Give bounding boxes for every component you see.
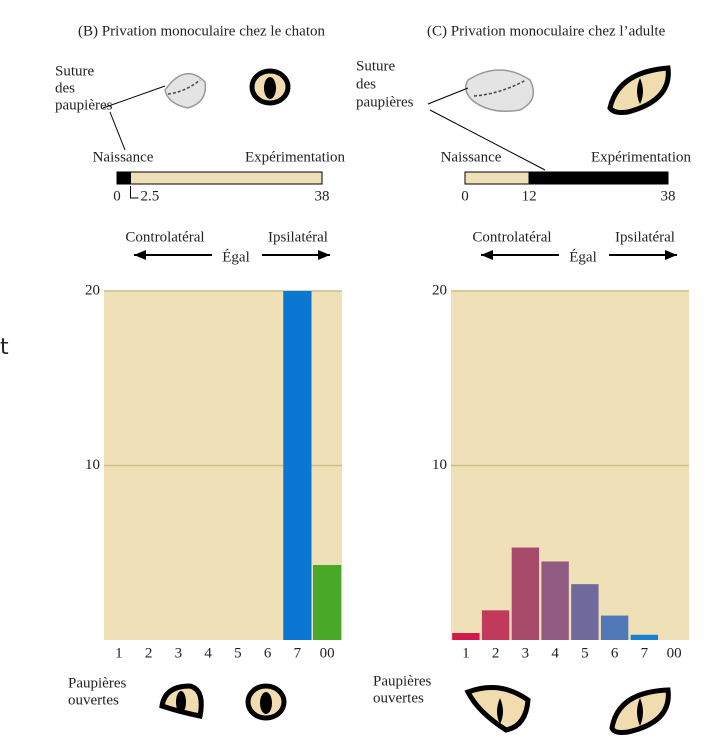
suture-label: des [356,76,376,92]
eye-label: ouvertes [68,692,119,708]
timeline-tick-label: 12 [522,188,537,204]
timeline-start-label: Naissance [93,149,154,165]
y-tick-label: 20 [85,282,100,298]
x-tick-label: 1 [115,645,123,661]
bar [452,633,480,640]
bar [600,615,629,640]
open-eye [609,687,671,735]
timeline-tick-label: 2.5 [140,188,159,204]
x-tick-label: 2 [145,645,153,661]
bar [630,634,659,640]
x-tick-label: 6 [611,645,619,661]
timeline-tick-label: 0 [113,188,121,204]
x-tick-label: 5 [234,645,242,661]
x-tick-label: 00 [320,645,335,661]
bar [312,564,342,640]
x-tick-label: 6 [264,645,272,661]
chart-title: (C) Privation monoculaire chez l’adulte [427,23,666,39]
y-tick-label: 10 [85,457,100,473]
eye-label: Paupières [68,675,126,691]
direction-right: Ipsilatéral [615,229,675,245]
direction-right: Ipsilatéral [268,229,328,245]
arrow-head [134,250,146,260]
pointer-line [429,109,546,171]
arrow-head [665,250,677,260]
direction-middle: Égal [222,248,250,265]
suture-label: paupières [55,97,113,113]
arrow-head [318,250,330,260]
open-eye [607,65,671,115]
timeline-start-label: Naissance [441,149,502,165]
x-tick-label: 4 [551,645,559,661]
x-tick-label: 4 [204,645,212,661]
timeline-segment [116,171,131,185]
timeline-segment [129,171,323,185]
timeline-end-label: Expérimentation [591,149,691,165]
closed-eye [164,73,207,109]
timeline-tick-label: 38 [661,188,676,204]
suture-label: Suture [356,58,396,74]
x-tick-label: 00 [667,645,682,661]
edge-text: t [0,335,9,360]
direction-left: Controlatéral [472,229,551,245]
timeline-segment [528,171,669,185]
chart-title: (B) Privation monoculaire chez le chaton [78,23,325,39]
arrow-head [481,250,493,260]
eye-label: ouvertes [373,690,424,706]
pointer-line [109,111,126,151]
bar [481,610,510,640]
x-tick-label: 7 [641,645,649,661]
timeline-tick-label: 0 [461,188,469,204]
tick-pointer [129,186,139,199]
open-eye [245,683,287,721]
suture-label: paupières [356,94,414,110]
pointer-line [427,87,469,105]
open-eye [159,683,204,719]
bar [571,584,599,640]
suture-label: Suture [55,63,95,79]
x-tick-label: 2 [492,645,500,661]
x-tick-label: 1 [462,645,470,661]
y-tick-label: 10 [432,457,447,473]
x-tick-label: 7 [294,645,302,661]
bar [511,547,540,640]
timeline-segment [464,171,530,185]
suture-label: des [55,80,75,96]
direction-left: Controlatéral [125,229,204,245]
open-eye [464,685,531,733]
bar [541,561,569,640]
timeline-end-label: Expérimentation [245,149,345,165]
direction-middle: Égal [569,248,597,265]
x-tick-label: 3 [175,645,183,661]
closed-eye [465,69,535,112]
eye-label: Paupières [373,673,431,689]
pointer-line [102,85,166,109]
x-tick-label: 5 [581,645,589,661]
x-tick-label: 3 [522,645,530,661]
open-eye [249,68,291,106]
timeline-tick-label: 38 [315,188,330,204]
bar [283,291,312,640]
y-tick-label: 20 [432,282,447,298]
